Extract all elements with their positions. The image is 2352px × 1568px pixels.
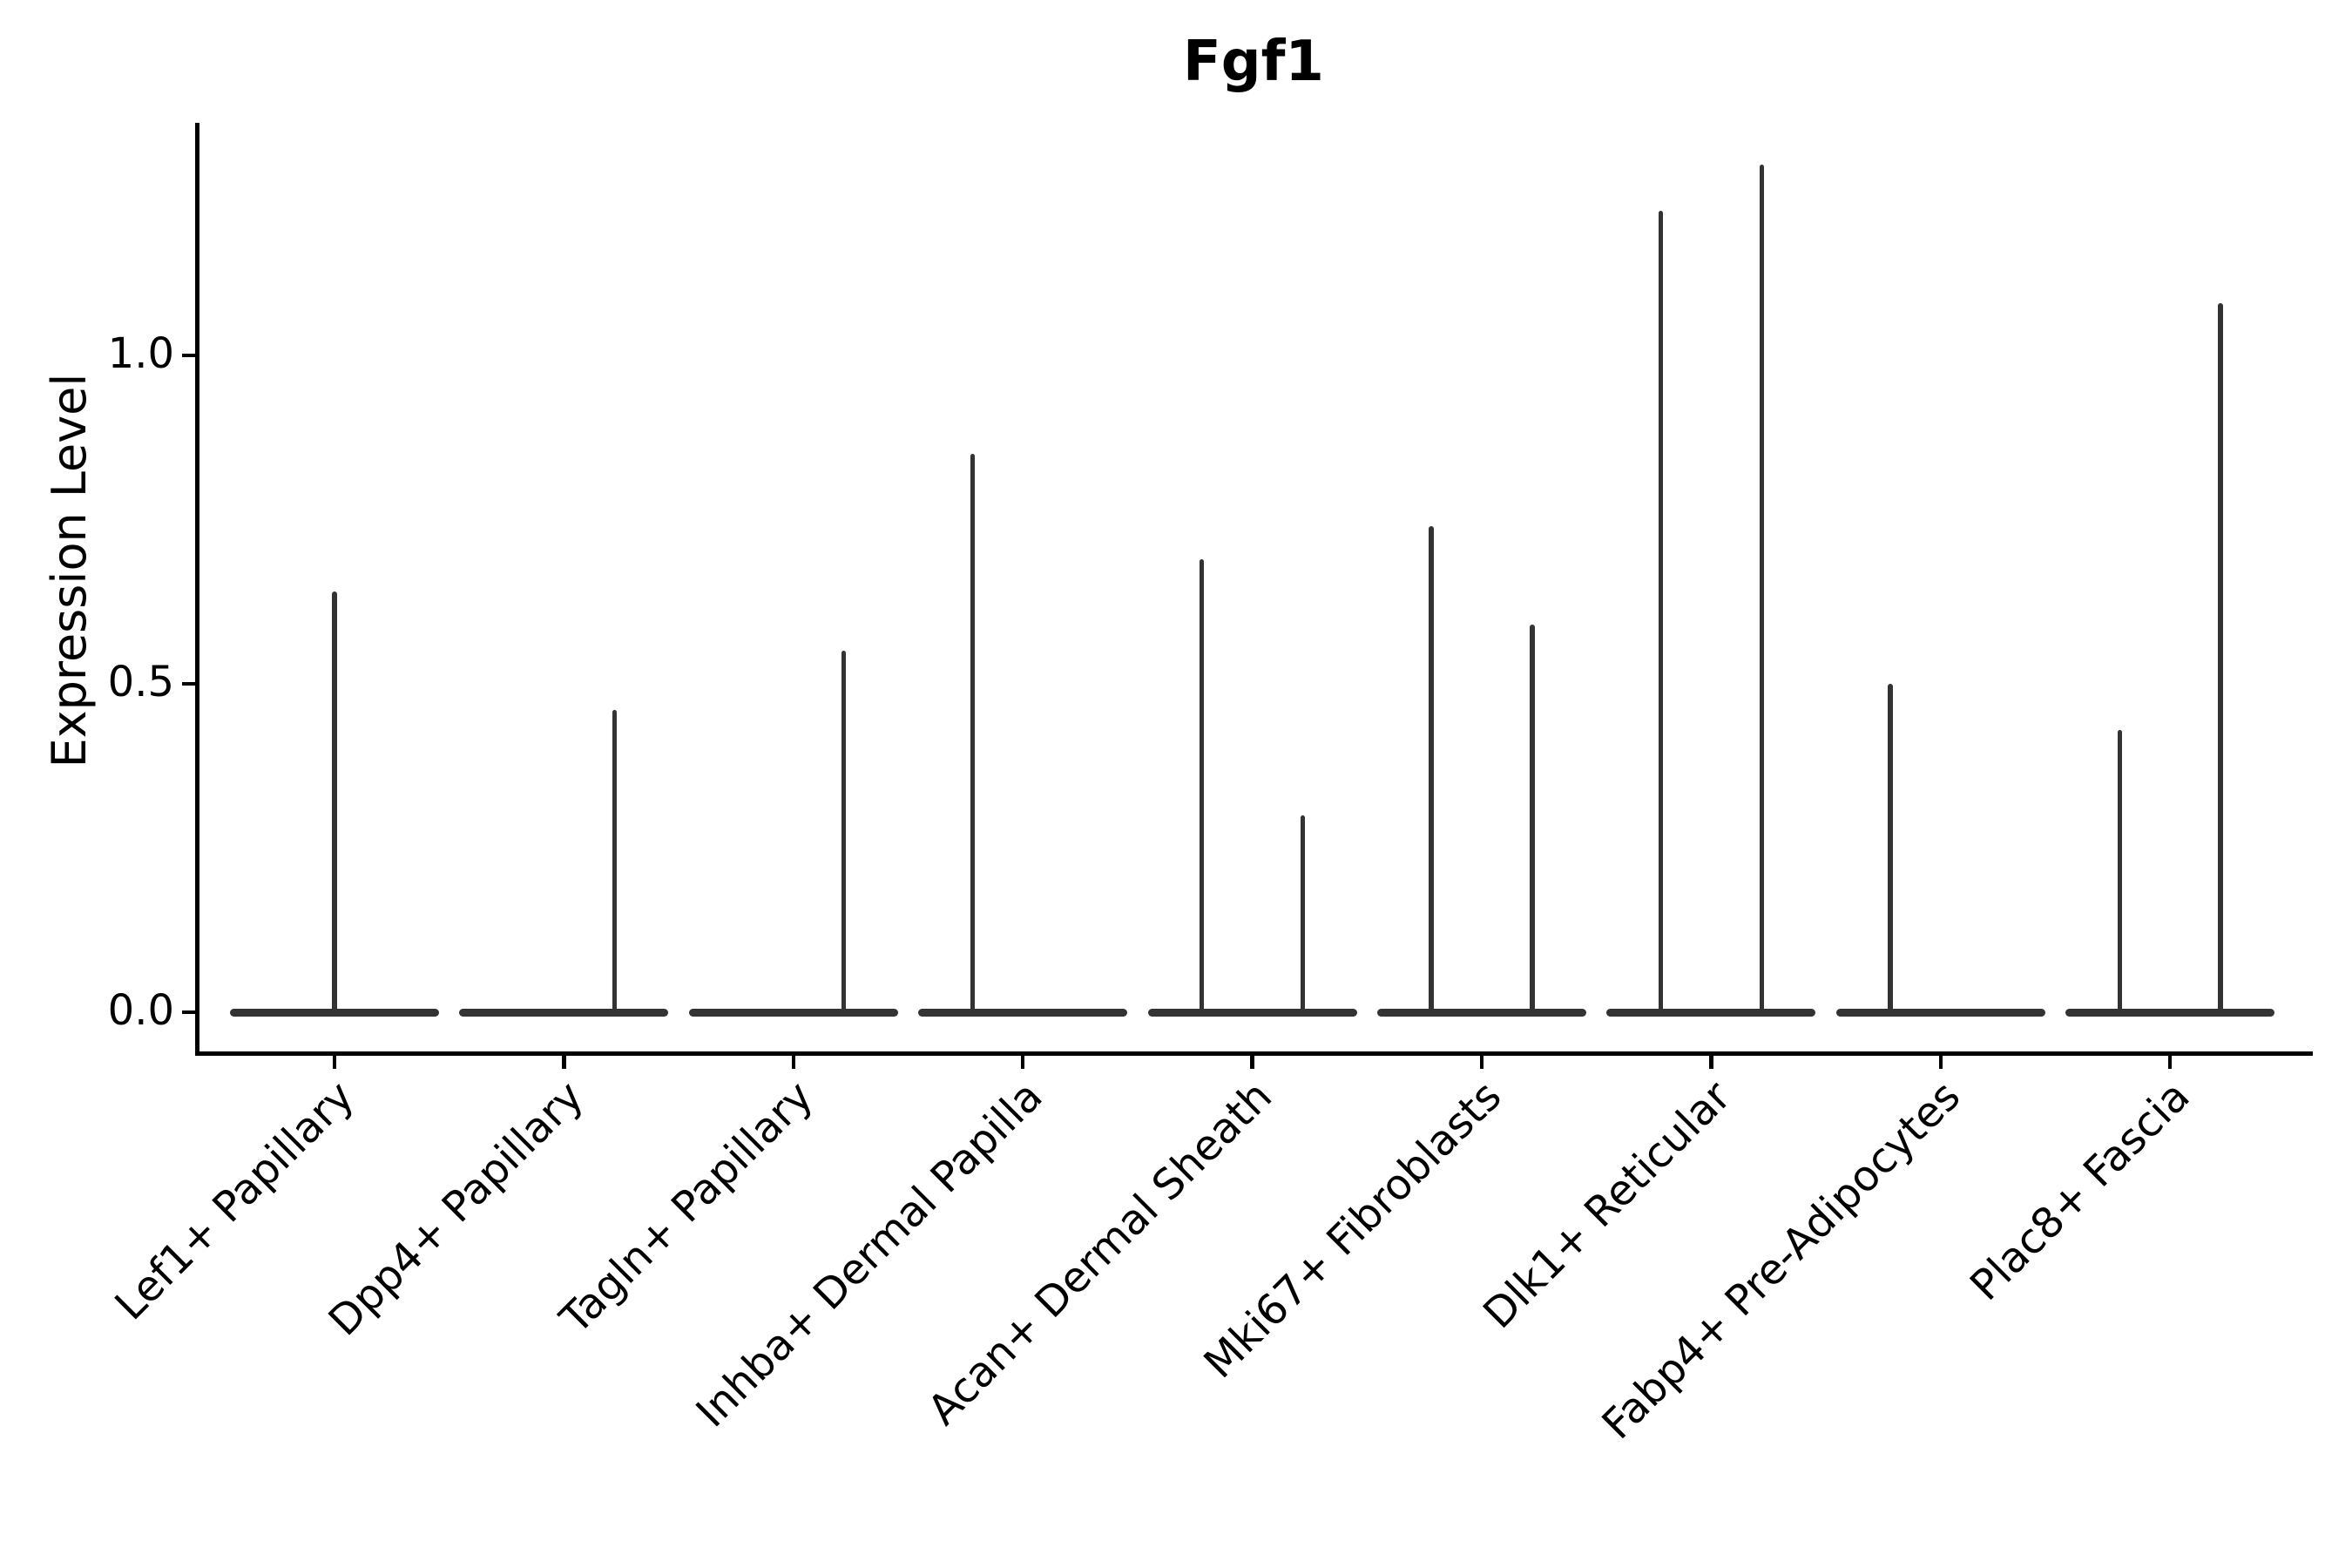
- y-axis-spine: [194, 123, 199, 1056]
- y-tick-label: 0.5: [107, 658, 174, 707]
- x-tick-mark: [791, 1055, 796, 1069]
- x-tick-mark: [562, 1055, 566, 1069]
- violin-base-bar: [688, 1008, 898, 1017]
- violin-tail-spike: [1759, 165, 1765, 1012]
- violin-base-bar: [918, 1008, 1128, 1017]
- violin-tail-spike: [612, 710, 618, 1012]
- x-tick-mark: [332, 1055, 337, 1069]
- y-tick-label: 1.0: [107, 329, 174, 379]
- violin-tail-spike: [332, 591, 337, 1012]
- violin-tail-spike: [1888, 684, 1893, 1012]
- violin-tail-spike: [841, 651, 847, 1012]
- x-tick-mark: [1938, 1055, 1943, 1069]
- x-axis-spine: [194, 1051, 2313, 1056]
- violin-tail-spike: [2218, 302, 2223, 1012]
- violin-tail-spike: [970, 454, 975, 1012]
- violin-base-bar: [1606, 1008, 1816, 1017]
- violin-base-bar: [2065, 1008, 2275, 1017]
- violin-base-bar: [1835, 1008, 2045, 1017]
- violin-tail-spike: [1658, 211, 1664, 1012]
- violin-base-bar: [459, 1008, 669, 1017]
- y-tick-mark: [181, 1010, 195, 1015]
- x-tick-mark: [1709, 1055, 1713, 1069]
- x-tick-mark: [2167, 1055, 2173, 1069]
- y-tick-mark: [181, 681, 195, 686]
- violin-tail-spike: [1199, 558, 1205, 1012]
- x-tick-mark: [1250, 1055, 1254, 1069]
- violin-base-bar: [1377, 1008, 1586, 1017]
- y-axis-label: Expression Level: [42, 373, 97, 768]
- violin-tail-spike: [2117, 729, 2122, 1012]
- chart-title: Fgf1: [1183, 29, 1324, 94]
- violin-base-bar: [1147, 1008, 1357, 1017]
- x-tick-label: Dpp4+ Papillary: [319, 1071, 593, 1346]
- x-tick-mark: [1479, 1055, 1484, 1069]
- x-tick-mark: [1020, 1055, 1025, 1069]
- violin-tail-spike: [1300, 814, 1306, 1012]
- violin-tail-spike: [1429, 526, 1434, 1012]
- y-tick-mark: [181, 353, 195, 358]
- y-tick-label: 0.0: [107, 986, 174, 1036]
- violin-tail-spike: [1530, 625, 1535, 1012]
- violin-base-bar: [230, 1008, 439, 1017]
